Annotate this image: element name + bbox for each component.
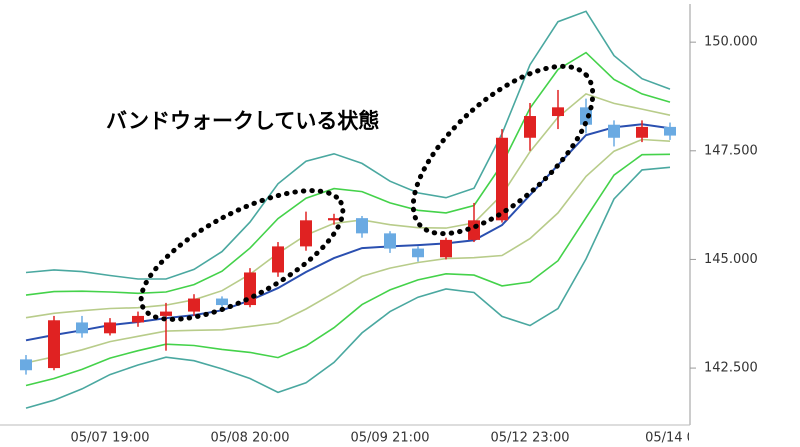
candle-body — [76, 322, 88, 334]
candle-body — [132, 315, 144, 323]
candle-body — [384, 233, 396, 249]
y-tick-label: 150.000 — [704, 35, 758, 50]
x-axis-labels: 05/07 19:00 05/08 20:00 05/09 21:00 05/12 2… — [70, 431, 695, 446]
y-tick-label: 147.500 — [704, 143, 758, 158]
candle-body — [300, 220, 312, 247]
x-tick-label: 05/07 19:00 — [70, 431, 149, 446]
candle-body — [48, 320, 60, 369]
candle-body — [356, 218, 368, 234]
candle-body — [664, 126, 676, 136]
y-tick-label: 145.000 — [704, 252, 758, 267]
y-tick-label: 142.500 — [704, 361, 758, 376]
candle-body — [524, 116, 536, 138]
candle-body — [552, 107, 564, 117]
candle-body — [160, 311, 172, 316]
x-tick-label: 05/08 20:00 — [210, 431, 289, 446]
highlight-ellipse — [138, 188, 346, 322]
band-line — [25, 166, 671, 409]
candle-body — [496, 137, 508, 221]
candle-body — [188, 298, 200, 312]
candle-body — [216, 298, 228, 306]
x-tick-label: 05/09 21:00 — [350, 431, 429, 446]
candle-body — [20, 359, 32, 371]
candle-body — [580, 107, 592, 125]
candle-body — [636, 126, 648, 138]
band-line — [25, 138, 671, 364]
highlight-ellipse — [410, 63, 596, 237]
x-tick-label: 05/14 0 — [645, 431, 695, 446]
candle-body — [608, 124, 620, 138]
candle-body — [328, 218, 340, 221]
x-tick-label: 05/12 23:00 — [490, 431, 569, 446]
band-line — [25, 153, 671, 387]
annotation: バンドウォークしている状態 — [106, 109, 379, 133]
candle-body — [412, 248, 424, 258]
candle-body — [104, 322, 116, 334]
candle-body — [440, 239, 452, 258]
candle-body — [272, 246, 284, 273]
band-line — [25, 10, 671, 280]
